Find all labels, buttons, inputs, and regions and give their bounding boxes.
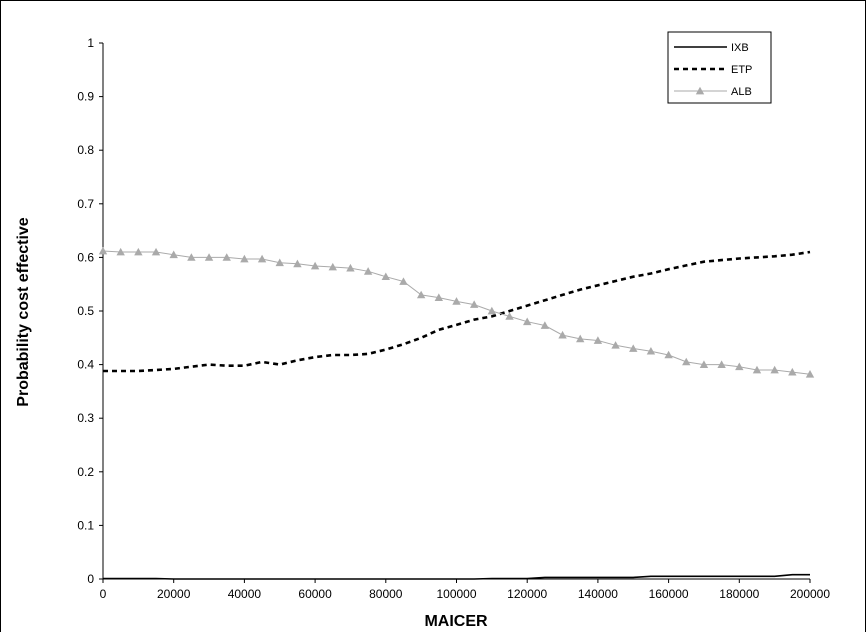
legend-label-alb: ALB (731, 86, 752, 98)
data-point-alb (646, 347, 656, 355)
data-point-alb (523, 317, 532, 326)
y-axis-title: Probability cost effective (15, 217, 32, 406)
data-point-alb (222, 253, 231, 261)
data-point-alb (682, 357, 691, 366)
x-tick-label: 160000 (649, 587, 689, 601)
data-point-alb (257, 254, 267, 263)
data-point-alb (204, 253, 214, 261)
data-point-alb (328, 262, 337, 271)
x-tick-label: 80000 (369, 587, 403, 601)
data-point-alb (699, 360, 709, 368)
y-tick-label: 0.4 (77, 358, 94, 372)
data-point-alb (735, 362, 744, 371)
data-point-alb (293, 259, 302, 268)
series-line-ixb (103, 573, 810, 580)
series-line-alb (102, 250, 811, 375)
data-point-alb (487, 306, 497, 315)
data-point-alb (187, 253, 196, 261)
x-tick-label: 180000 (719, 587, 759, 601)
x-tick-label: 0 (100, 587, 107, 601)
legend-box (667, 31, 772, 104)
data-point-alb (505, 312, 514, 320)
data-point-alb (151, 247, 161, 256)
y-tick-label: 1 (87, 36, 94, 50)
legend-marker-alb (695, 86, 705, 95)
y-tick-label: 0.7 (77, 197, 94, 211)
x-axis-title: MAICER (424, 613, 488, 630)
data-point-alb (717, 360, 726, 368)
x-tick-label: 60000 (298, 587, 332, 601)
data-point-alb (310, 261, 320, 270)
y-tick-label: 0.9 (77, 90, 94, 104)
legend-label-etp: ETP (731, 64, 752, 76)
x-tick-label: 120000 (507, 587, 547, 601)
y-tick-label: 0.6 (77, 250, 94, 264)
x-tick-label: 140000 (578, 587, 618, 601)
data-point-alb (576, 334, 585, 343)
x-tick-label: 200000 (790, 587, 830, 601)
data-point-alb (134, 247, 143, 256)
data-point-alb (240, 254, 249, 263)
data-point-alb (540, 321, 550, 329)
data-point-alb (788, 367, 797, 376)
data-point-alb (169, 250, 178, 259)
data-point-alb (116, 247, 125, 256)
y-tick-label: 0.1 (77, 518, 94, 532)
axes: 0 0.1 0.2 0.3 0.4 0.5 0.6 0.7 0.8 0.9 1 0 20000 40000… (77, 36, 830, 601)
y-tick-label: 0.3 (77, 411, 94, 425)
series-layer (98, 246, 815, 580)
data-point-alb (629, 344, 638, 352)
data-point-alb (452, 297, 461, 305)
data-point-alb (275, 258, 284, 267)
data-point-alb (416, 290, 426, 299)
data-point-alb (664, 350, 673, 359)
data-point-alb (593, 336, 603, 344)
data-point-alb (98, 246, 108, 255)
legend: IXB ETP ALB (667, 31, 772, 104)
data-point-alb (399, 277, 408, 285)
data-point-alb (752, 365, 762, 374)
x-tick-label: 40000 (228, 587, 262, 601)
y-tick-label: 0.2 (77, 465, 94, 479)
data-point-alb (469, 300, 479, 308)
y-tick-label: 0 (87, 572, 94, 586)
data-point-alb (805, 370, 815, 378)
x-tick-label: 100000 (436, 587, 476, 601)
series-line-etp (103, 250, 811, 373)
y-tick-label: 0.5 (77, 304, 94, 318)
data-point-alb (346, 263, 355, 272)
data-point-alb (381, 272, 390, 281)
data-point-alb (611, 341, 620, 349)
data-point-alb (363, 267, 373, 275)
data-point-alb (770, 365, 779, 374)
data-point-alb (558, 330, 567, 339)
x-tick-label: 20000 (157, 587, 191, 601)
y-tick-label: 0.8 (77, 143, 94, 157)
data-point-alb (434, 293, 444, 301)
legend-label-ixb: IXB (731, 42, 749, 54)
